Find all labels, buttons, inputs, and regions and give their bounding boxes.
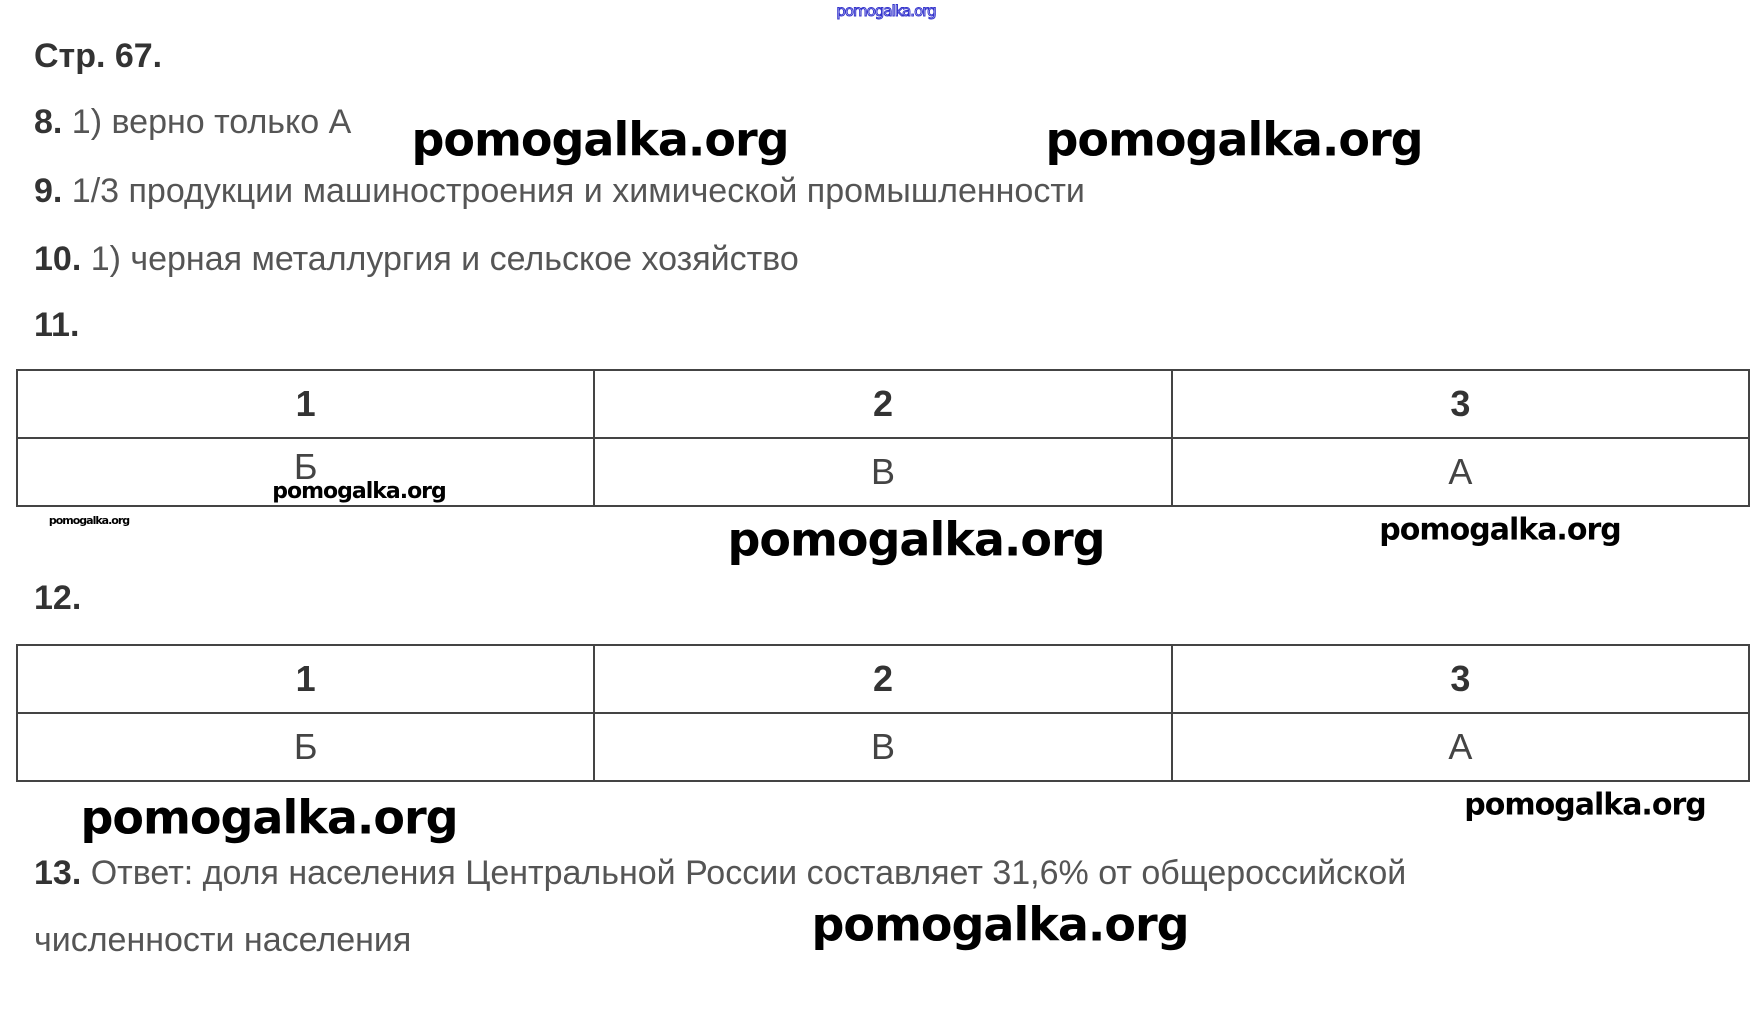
table-header-cell: 2: [593, 644, 1173, 714]
answer-number: 13.: [34, 854, 82, 892]
table-header-cell: 1: [15, 369, 596, 439]
table-header-cell: 1: [15, 644, 596, 714]
watermark: pomogalka.org: [1379, 512, 1621, 548]
watermark: pomogalka.org: [727, 512, 1105, 567]
table-header-cell: 2: [593, 369, 1173, 439]
answer-text: 1/3 продукции машиностроения и химическо…: [62, 172, 1085, 210]
answer-11: 11.: [34, 305, 79, 345]
table-12: 1 2 3 Б В А: [15, 644, 1751, 782]
table-header-row: 1 2 3: [15, 644, 1751, 714]
watermark: pomogalka.org: [272, 478, 447, 504]
table-cell: В: [593, 437, 1173, 507]
answer-number: 10.: [34, 240, 82, 278]
watermark: pomogalka.org: [1045, 112, 1423, 167]
answer-10: 10. 1) черная металлургия и сельское хоз…: [34, 239, 799, 279]
table-header-cell: 3: [1170, 369, 1751, 439]
answer-9: 9. 1/3 продукции машиностроения и химиче…: [34, 171, 1085, 211]
watermark: pomogalka.org: [411, 112, 789, 167]
table-row: Б В А: [15, 437, 1751, 507]
answer-number: 12.: [34, 579, 82, 617]
answer-13-continuation: численности населения: [34, 921, 412, 959]
watermark: pomogalka.org: [1464, 787, 1706, 823]
page-number: Стр. 67.: [34, 37, 163, 75]
answer-12: 12.: [34, 578, 81, 618]
answer-text: 1) черная металлургия и сельское хозяйст…: [81, 240, 799, 278]
table-cell: А: [1170, 437, 1751, 507]
answer-number: 9.: [34, 172, 63, 210]
table-cell: Б: [15, 437, 596, 507]
answer-number: 11.: [34, 306, 80, 344]
table-header-row: 1 2 3: [15, 369, 1751, 439]
table-cell: А: [1170, 712, 1751, 782]
answer-number: 8.: [34, 103, 63, 141]
answer-8: 8. 1) верно только А: [34, 102, 351, 142]
table-cell: Б: [15, 712, 596, 782]
watermark: pomogalka.org: [48, 513, 130, 527]
table-header-cell: 3: [1170, 644, 1751, 714]
table-cell: В: [593, 712, 1173, 782]
answer-13: 13. Ответ: доля населения Центральной Ро…: [34, 853, 1406, 893]
table-row: Б В А: [15, 712, 1751, 782]
answer-text: Ответ: доля населения Центральной России…: [81, 854, 1407, 892]
table-11: 1 2 3 Б В А: [15, 369, 1751, 507]
watermark: pomogalka.org: [80, 790, 458, 845]
watermark: pomogalka.org: [811, 897, 1189, 952]
watermark: pomogalka.org: [836, 1, 937, 20]
answer-text: 1) верно только А: [62, 103, 352, 141]
